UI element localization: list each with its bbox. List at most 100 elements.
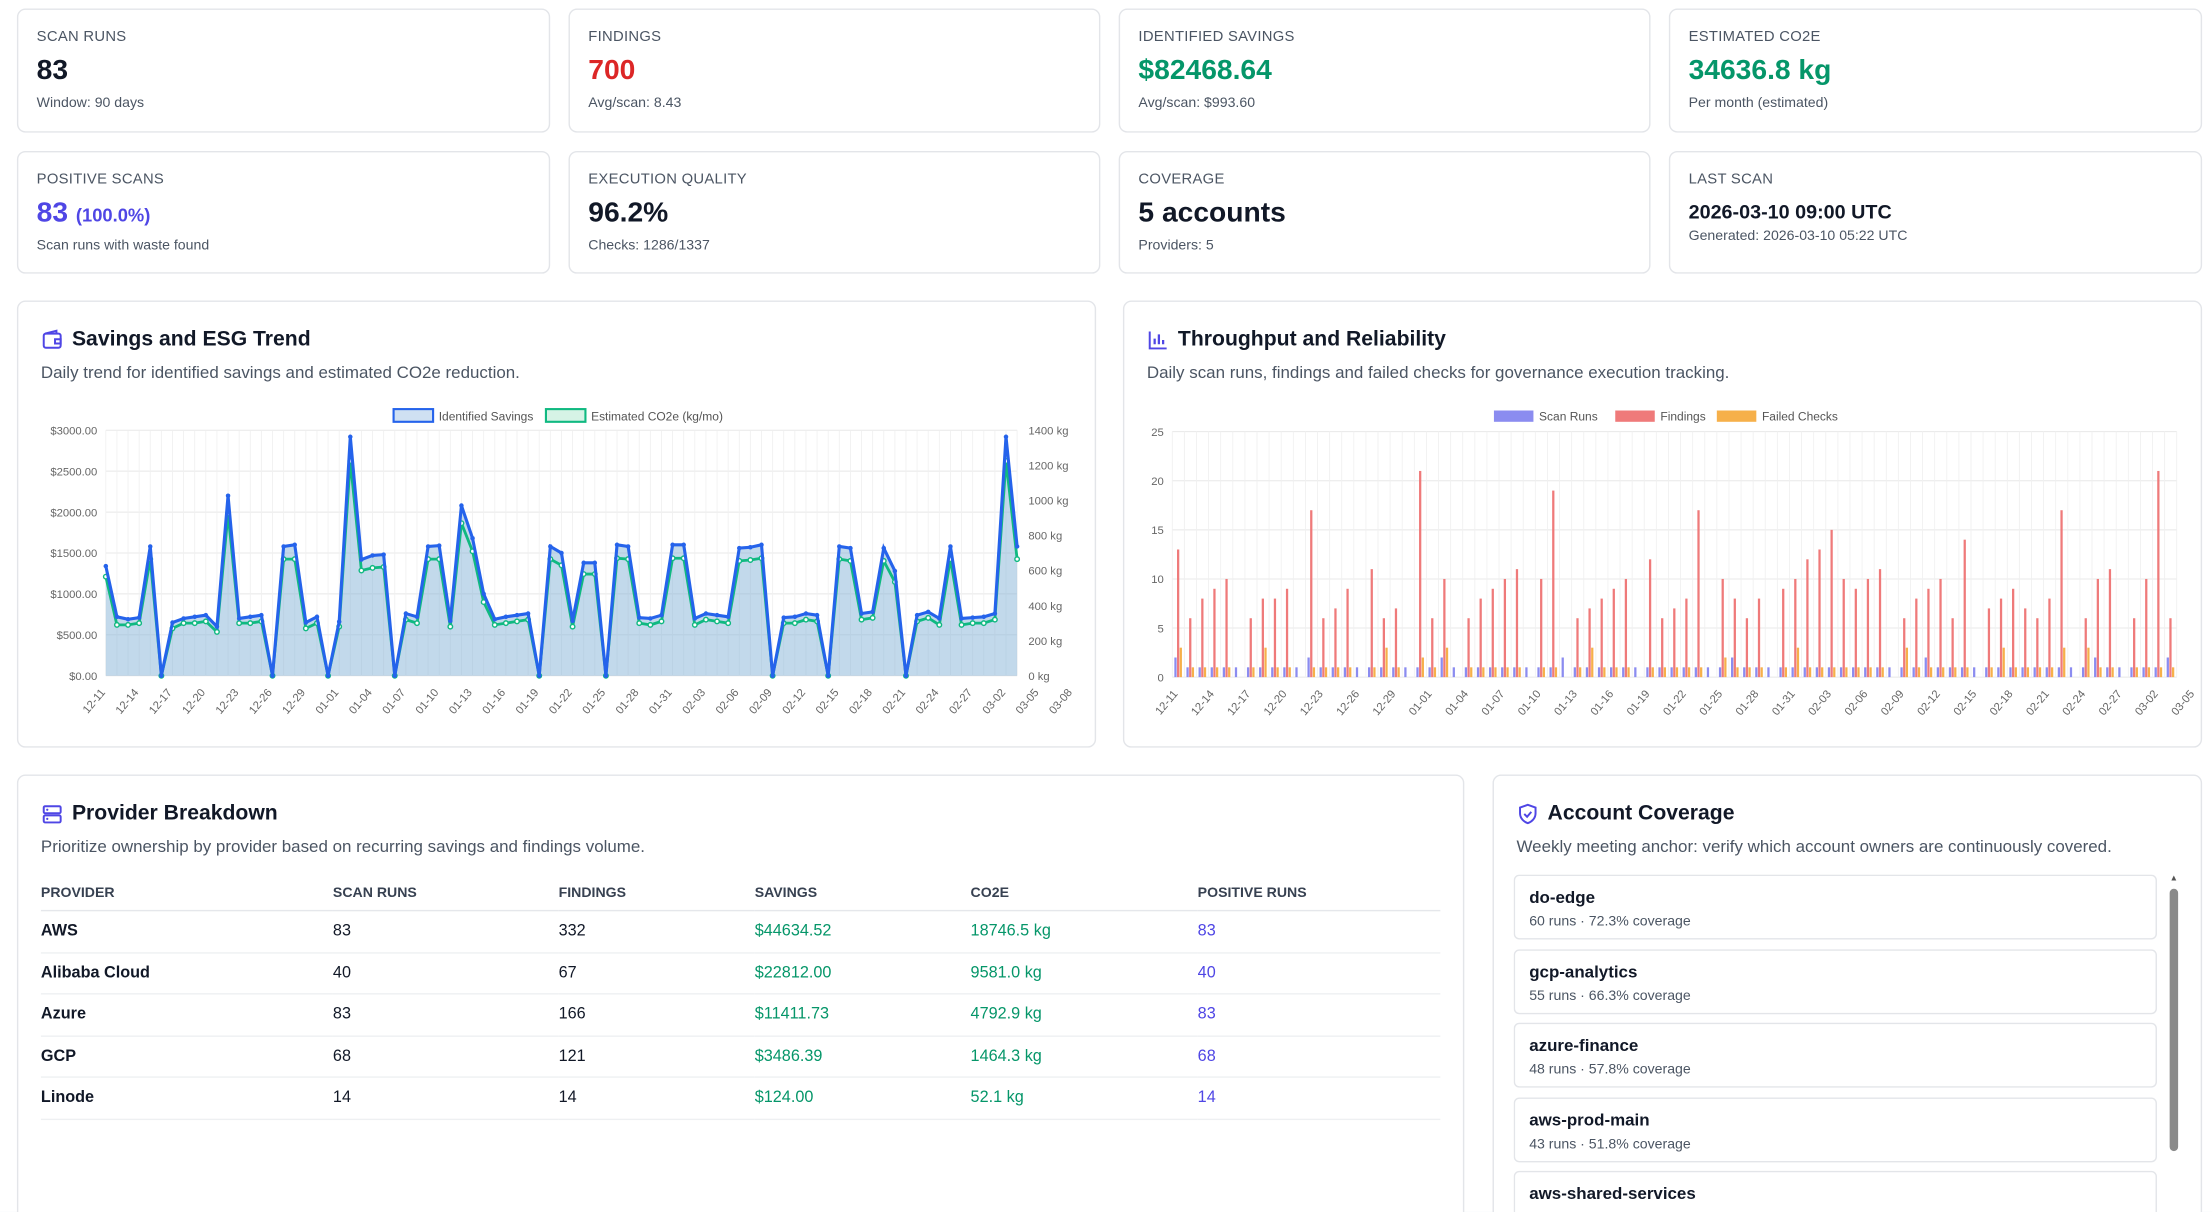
y-tick-label: $1000.00 (50, 589, 97, 601)
bar-failed-checks (1615, 667, 1618, 678)
bar-failed-checks (1215, 667, 1219, 678)
scroll-up-icon[interactable]: ▲ (2169, 874, 2179, 884)
account-item[interactable]: do-edge 60 runs · 72.3% coverage (1513, 874, 2157, 940)
co2-point (514, 618, 520, 625)
y-right-tick-label: 1200 kg (1028, 461, 1068, 473)
savings-point (859, 611, 864, 616)
x-tick-label: 02-06 (1843, 688, 1871, 718)
bar-scan-runs (1985, 667, 1988, 678)
x-tick-label: 01-01 (314, 687, 342, 717)
bar-failed-checks (1663, 667, 1666, 678)
savings-trend-chart: $0.00 $500.00 $1000.00 $1500.00 $2000.00 $250… (50, 408, 1075, 717)
x-tick-label: 03-02 (2133, 688, 2161, 718)
provider-name: Linode (40, 1077, 333, 1120)
co2-point (869, 614, 876, 621)
bar-failed-checks (1312, 667, 1316, 678)
bar-failed-checks (1482, 667, 1485, 678)
bar-scan-runs (2106, 667, 2109, 678)
account-detail: 48 runs · 57.8% coverage (1529, 1062, 1691, 1078)
bar-scan-runs (1525, 667, 1528, 678)
x-tick-label: 02-15 (814, 687, 842, 717)
bar-scan-runs (1839, 667, 1843, 678)
stat-sub: Generated: 2026-03-10 05:22 UTC (1688, 228, 1908, 245)
account-item[interactable]: aws-shared-services (1513, 1170, 2157, 1212)
bar-findings (1661, 618, 1664, 678)
bar-scan-runs (1319, 667, 1322, 678)
y-tick-label: 0 (1158, 672, 1164, 684)
bar-failed-checks (1421, 657, 1424, 678)
savings-point (303, 620, 309, 625)
bar-findings (2084, 618, 2087, 678)
provider-table: PROVIDER SCAN RUNS FINDINGS SAVINGS CO2E… (40, 880, 1441, 1120)
account-item[interactable]: aws-prod-main 43 runs · 51.8% coverage (1513, 1096, 2157, 1162)
account-list[interactable]: do-edge 60 runs · 72.3% coverage gcp-ana… (1513, 874, 2166, 1212)
bar-findings (1177, 549, 1180, 678)
bar-scan-runs (1259, 667, 1262, 678)
co2-point (747, 557, 754, 563)
legend-swatch-co2 (544, 408, 587, 423)
savings-cell: $3486.39 (754, 1035, 971, 1078)
bar-findings (1600, 598, 1603, 678)
x-tick-label: 01-25 (1697, 688, 1725, 718)
x-tick-label: 02-18 (847, 687, 875, 717)
co2-point (213, 628, 220, 635)
savings-point (1003, 434, 1009, 440)
savings-point (1014, 544, 1020, 549)
findings-cell: 67 (558, 952, 755, 995)
scan-runs-cell: 83 (332, 910, 559, 953)
account-item[interactable]: gcp-analytics 55 runs · 66.3% coverage (1513, 948, 2157, 1014)
savings-point (948, 544, 953, 549)
bar-failed-checks (1990, 667, 1993, 678)
x-tick-label: 01-01 (1407, 688, 1435, 718)
bar-failed-checks (1385, 647, 1388, 678)
savings-point (914, 612, 920, 618)
bar-findings (1201, 598, 1204, 678)
bar-findings (1757, 598, 1761, 678)
bar-findings (1624, 578, 1628, 678)
y-tick-label: 25 (1151, 427, 1164, 439)
savings-point (325, 673, 331, 678)
panel-subtitle: Daily scan runs, findings and failed che… (1146, 362, 1730, 383)
savings-point (403, 611, 409, 616)
savings-point (614, 542, 620, 548)
co2-point (980, 620, 987, 627)
savings-point (536, 673, 542, 678)
x-tick-label: 12-14 (1189, 688, 1217, 718)
bar-findings (1745, 618, 1749, 678)
stat-label: IDENTIFIED SAVINGS (1138, 28, 1295, 46)
co2-point (236, 620, 243, 627)
x-tick-label: 02-03 (1806, 688, 1834, 718)
account-list-scrollbar[interactable]: ▲ (2168, 875, 2179, 1212)
bar-failed-checks (1264, 647, 1267, 678)
bar-scan-runs (1549, 667, 1552, 678)
bar-scan-runs (2154, 667, 2157, 678)
provider-name: Azure (40, 993, 333, 1037)
bar-scan-runs (1283, 667, 1286, 678)
x-tick-label: 02-18 (1988, 688, 2016, 718)
bar-findings (1673, 608, 1676, 678)
stat-value: 34636.8 kg (1688, 55, 1832, 87)
bar-scan-runs (2009, 667, 2012, 678)
savings-point (370, 553, 375, 558)
co2e-cell: 18746.5 kg (970, 910, 1198, 953)
x-tick-label: 01-31 (1770, 688, 1798, 718)
savings-point (559, 550, 564, 556)
table-row: GCP 68 121 $3486.39 1464.3 kg 68 (40, 1035, 1441, 1078)
x-tick-label: 01-07 (1480, 688, 1508, 718)
bar-findings (1479, 598, 1482, 678)
stat-card-execution-quality: EXECUTION QUALITY 96.2% Checks: 1286/133… (568, 150, 1101, 274)
co2-point (1014, 556, 1021, 563)
savings-point (203, 612, 209, 618)
bar-scan-runs (1610, 667, 1613, 678)
account-item[interactable]: azure-finance 48 runs · 57.8% coverage (1513, 1022, 2157, 1088)
panel-title-text: Provider Breakdown (71, 801, 278, 826)
savings-point (981, 614, 987, 620)
savings-point (392, 673, 398, 678)
bar-findings (1419, 470, 1422, 678)
scrollbar-thumb[interactable] (2169, 888, 2179, 1152)
bar-scan-runs (1585, 667, 1589, 678)
bar-scan-runs (1331, 667, 1334, 678)
bar-failed-checks (1579, 667, 1582, 678)
account-name: do-edge (1529, 887, 1596, 908)
legend-label-co2: Estimated CO2e (kg/mo) (591, 409, 723, 423)
